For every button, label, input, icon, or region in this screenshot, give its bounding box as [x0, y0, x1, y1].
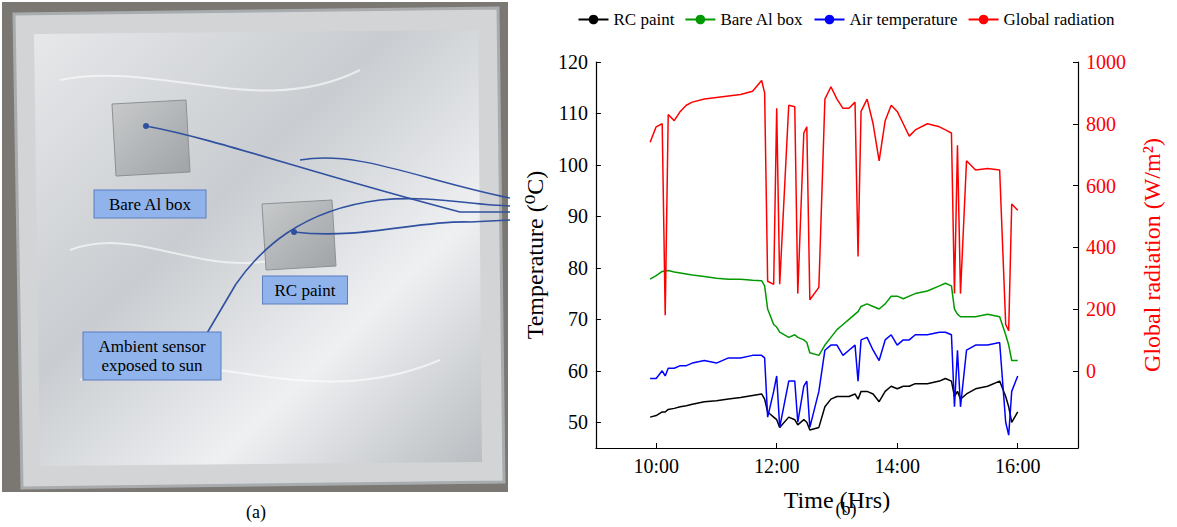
svg-text:14:00: 14:00: [874, 455, 920, 477]
svg-text:50: 50: [568, 411, 588, 433]
svg-text:12:00: 12:00: [754, 455, 800, 477]
svg-text:10:00: 10:00: [633, 455, 679, 477]
svg-text:(b): (b): [836, 499, 857, 520]
svg-text:110: 110: [559, 102, 588, 124]
svg-text:1000: 1000: [1086, 51, 1126, 73]
svg-text:80: 80: [568, 257, 588, 279]
svg-text:(a): (a): [246, 502, 266, 523]
svg-text:200: 200: [1086, 298, 1116, 320]
svg-text:Global radiation: Global radiation: [1004, 10, 1115, 29]
svg-text:400: 400: [1086, 236, 1116, 258]
svg-text:Ambient sensor: Ambient sensor: [98, 337, 206, 356]
svg-text:60: 60: [568, 360, 588, 382]
svg-text:100: 100: [558, 154, 588, 176]
svg-text:Time (Hrs): Time (Hrs): [783, 487, 891, 513]
svg-text:16:00: 16:00: [995, 455, 1041, 477]
svg-text:600: 600: [1086, 175, 1116, 197]
svg-text:RC paint: RC paint: [613, 10, 674, 29]
svg-text:Bare Al box: Bare Al box: [109, 195, 192, 214]
svg-text:RC paint: RC paint: [275, 281, 336, 300]
svg-text:70: 70: [568, 308, 588, 330]
svg-text:800: 800: [1086, 113, 1116, 135]
svg-text:Temperature (⁰C): Temperature (⁰C): [522, 171, 548, 340]
svg-text:Air temperature: Air temperature: [849, 10, 957, 29]
svg-text:exposed to sun: exposed to sun: [101, 356, 203, 375]
svg-text:90: 90: [568, 205, 588, 227]
svg-text:120: 120: [558, 51, 588, 73]
svg-text:Bare Al box: Bare Al box: [720, 10, 803, 29]
svg-text:0: 0: [1086, 360, 1096, 382]
svg-text:Global radiation (W/m²): Global radiation (W/m²): [1139, 138, 1165, 372]
